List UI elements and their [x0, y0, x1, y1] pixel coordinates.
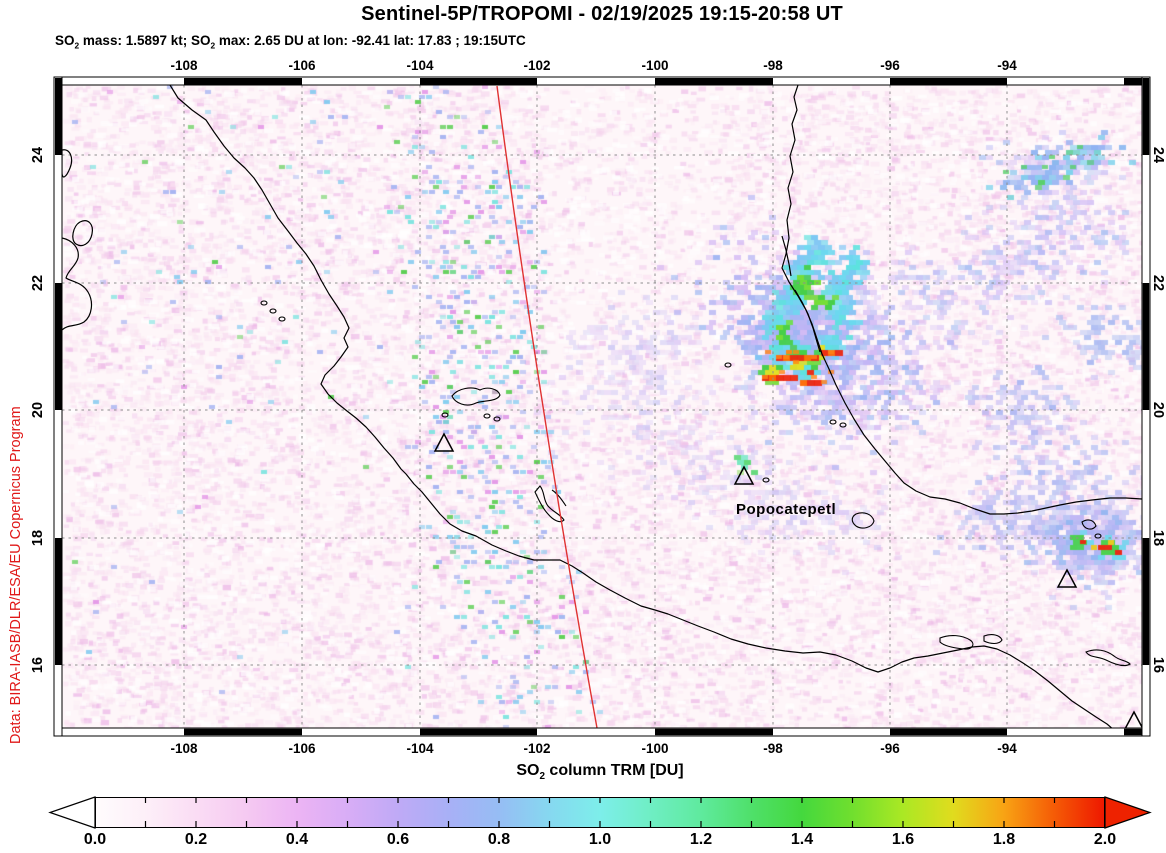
colorbar-tick-label: 2.0: [1093, 831, 1117, 848]
lake-outline: [551, 489, 567, 507]
lake-outline: [534, 485, 565, 523]
islet: [441, 412, 449, 418]
colorbar-tick-label: 1.4: [790, 831, 814, 848]
colorbar-tick-label: 0.4: [285, 831, 309, 848]
lake-outline: [851, 512, 875, 529]
colorbar-tick-label: 0.6: [386, 831, 410, 848]
colorbar-tick-label: 1.6: [891, 831, 915, 848]
lon-tick-label: -98: [763, 741, 783, 756]
lon-tick-label: -102: [523, 58, 551, 73]
coastline: [169, 85, 1113, 728]
lake-outline: [1085, 649, 1131, 667]
volcano-marker: [433, 432, 455, 452]
islet: [269, 308, 277, 314]
lake-outline: [1081, 519, 1097, 530]
islet: [278, 316, 286, 322]
islet: [1094, 533, 1102, 539]
lake-outline: [451, 387, 501, 406]
lake-outline: [983, 634, 1003, 645]
colorbar-tick-label: 0.0: [83, 831, 107, 848]
lon-tick-label: -94: [997, 58, 1017, 73]
colorbar-underflow-arrow: [48, 796, 96, 829]
lake-outline: [939, 635, 974, 650]
lon-tick-label: -98: [763, 58, 783, 73]
map-border: [61, 84, 1143, 729]
coastline: [72, 220, 93, 247]
colorbar-title: SO2 column TRM [DU]: [516, 762, 684, 783]
islet: [260, 300, 268, 306]
lon-tick-label: -104: [406, 58, 434, 73]
so2-raster-map: [62, 85, 1142, 728]
coastline: [781, 235, 792, 277]
lon-tick-label: -106: [288, 741, 316, 756]
lon-tick-label: -94: [997, 741, 1017, 756]
islet: [839, 422, 847, 428]
figure-stats-line: SO2 mass: 1.5897 kt; SO2 max: 2.65 DU at…: [55, 33, 526, 51]
lon-tick-label: -108: [170, 741, 198, 756]
volcano-marker: [1124, 710, 1142, 728]
islet: [483, 413, 491, 419]
lon-tick-label: -106: [288, 58, 316, 73]
islet: [829, 419, 837, 425]
coastline: [62, 237, 93, 331]
lon-tick-label: -100: [641, 741, 669, 756]
lon-tick-label: -104: [406, 741, 434, 756]
colorbar-tick-label: 1.2: [689, 831, 713, 848]
colorbar-overflow-arrow: [1104, 796, 1152, 829]
swath-edge-line: [496, 85, 598, 728]
figure-title: Sentinel-5P/TROPOMI - 02/19/2025 19:15-2…: [361, 3, 843, 25]
lon-tick-label: -102: [523, 741, 551, 756]
colorbar-tick-label: 1.8: [992, 831, 1016, 848]
colorbar-tick-label: 0.8: [487, 831, 511, 848]
lon-tick-label: -96: [880, 741, 900, 756]
volcano-marker: [1056, 568, 1078, 588]
lon-tick-label: -100: [641, 58, 669, 73]
lon-tick-label: -108: [170, 58, 198, 73]
volcano-marker: [733, 465, 755, 485]
lon-tick-label: -96: [880, 58, 900, 73]
colorbar-tick-label: 1.0: [588, 831, 612, 848]
islet: [724, 362, 732, 368]
colorbar-tick-label: 0.2: [184, 831, 208, 848]
coastline: [794, 289, 821, 353]
islet: [493, 416, 501, 422]
volcano-label: Popocatepetl: [736, 501, 837, 518]
islet: [762, 477, 770, 483]
coastline: [781, 85, 1142, 515]
